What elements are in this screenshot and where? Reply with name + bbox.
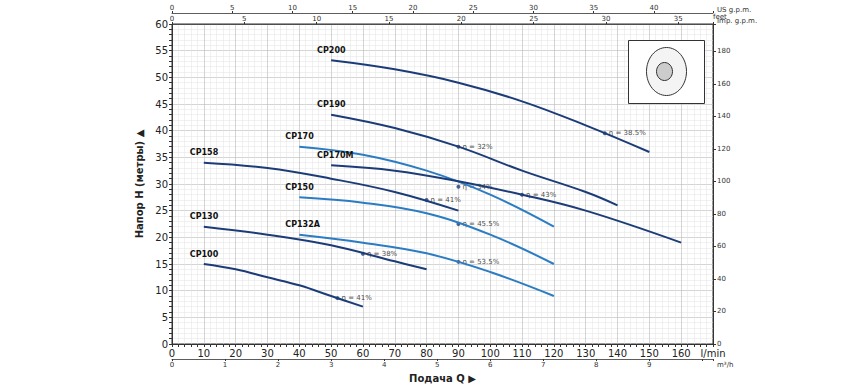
svg-text:η = 38.5%: η = 38.5% [608, 129, 646, 138]
svg-text:30: 30 [261, 348, 274, 359]
svg-text:η = 34%: η = 34% [462, 182, 493, 191]
svg-text:30: 30 [601, 15, 610, 23]
svg-text:40: 40 [293, 348, 306, 359]
svg-text:20: 20 [717, 307, 726, 315]
svg-text:m³/h: m³/h [717, 361, 733, 369]
svg-text:60: 60 [357, 348, 370, 359]
svg-text:25: 25 [469, 4, 478, 12]
svg-text:η = 41%: η = 41% [430, 196, 461, 204]
svg-text:100: 100 [717, 177, 730, 185]
svg-text:0: 0 [169, 348, 175, 359]
svg-text:15: 15 [385, 15, 394, 23]
svg-text:50: 50 [325, 348, 338, 359]
svg-text:CP132A: CP132A [285, 220, 320, 229]
svg-text:6: 6 [488, 361, 493, 369]
svg-text:100: 100 [481, 348, 500, 359]
svg-text:Напор H (метры) ▲: Напор H (метры) ▲ [134, 129, 145, 238]
svg-text:130: 130 [576, 348, 595, 359]
svg-text:55: 55 [155, 45, 168, 56]
svg-text:5: 5 [435, 361, 439, 369]
svg-text:40: 40 [717, 275, 726, 283]
svg-text:30: 30 [529, 4, 538, 12]
svg-text:20: 20 [229, 348, 242, 359]
svg-text:4: 4 [382, 361, 387, 369]
svg-text:US g.p.m.: US g.p.m. [717, 6, 751, 14]
svg-text:0: 0 [170, 361, 174, 369]
svg-text:50: 50 [155, 72, 168, 83]
svg-text:9: 9 [647, 361, 651, 369]
svg-text:η = 43%: η = 43% [526, 190, 557, 199]
svg-text:l/min: l/min [700, 348, 725, 359]
svg-text:45: 45 [155, 99, 168, 110]
svg-text:7: 7 [541, 361, 545, 369]
svg-text:140: 140 [717, 112, 730, 120]
svg-text:35: 35 [674, 15, 683, 23]
svg-text:160: 160 [672, 348, 691, 359]
svg-text:8: 8 [594, 361, 598, 369]
svg-text:140: 140 [608, 348, 627, 359]
svg-text:15: 15 [348, 4, 357, 12]
svg-text:5: 5 [242, 15, 246, 23]
svg-text:CP130: CP130 [190, 212, 219, 221]
svg-text:η = 45.5%: η = 45.5% [462, 220, 500, 228]
svg-text:10: 10 [197, 348, 210, 359]
svg-text:15: 15 [155, 259, 168, 270]
svg-text:η = 41%: η = 41% [341, 294, 372, 303]
svg-text:0: 0 [162, 339, 168, 350]
svg-text:80: 80 [420, 348, 433, 359]
svg-text:70: 70 [388, 348, 401, 359]
svg-text:3: 3 [329, 361, 333, 369]
svg-text:0: 0 [170, 15, 174, 23]
svg-text:CP170M: CP170M [317, 151, 353, 160]
svg-text:CP190: CP190 [317, 100, 346, 109]
svg-text:40: 40 [155, 125, 168, 136]
svg-text:0: 0 [170, 4, 174, 12]
svg-text:CP158: CP158 [190, 148, 219, 157]
svg-text:25: 25 [529, 15, 538, 23]
svg-text:160: 160 [717, 80, 730, 88]
svg-text:20: 20 [457, 15, 466, 23]
svg-text:20: 20 [155, 232, 168, 243]
svg-text:150: 150 [640, 348, 659, 359]
svg-text:110: 110 [513, 348, 532, 359]
svg-text:η = 53.5%: η = 53.5% [462, 257, 500, 266]
svg-text:35: 35 [589, 4, 598, 12]
svg-text:5: 5 [230, 4, 234, 12]
svg-text:η = 38%: η = 38% [367, 250, 398, 258]
svg-text:120: 120 [717, 145, 730, 153]
svg-text:2: 2 [276, 361, 280, 369]
svg-text:5: 5 [162, 312, 168, 323]
svg-text:CP200: CP200 [317, 46, 346, 55]
svg-text:120: 120 [544, 348, 563, 359]
svg-text:20: 20 [409, 4, 418, 12]
svg-text:1: 1 [223, 361, 227, 369]
svg-text:CP150: CP150 [285, 183, 314, 192]
svg-text:CP170: CP170 [285, 132, 314, 141]
svg-text:90: 90 [452, 348, 465, 359]
svg-text:60: 60 [155, 19, 168, 30]
svg-text:10: 10 [288, 4, 297, 12]
svg-text:30: 30 [155, 179, 168, 190]
svg-text:180: 180 [717, 47, 730, 55]
svg-text:60: 60 [717, 242, 726, 250]
svg-text:0: 0 [717, 340, 722, 348]
svg-text:CP100: CP100 [190, 250, 219, 259]
svg-text:25: 25 [155, 205, 168, 216]
svg-text:Imp. g.p.m.: Imp. g.p.m. [717, 17, 757, 25]
svg-text:35: 35 [155, 152, 168, 163]
svg-text:η = 32%: η = 32% [462, 142, 493, 151]
svg-text:Подача Q ▶: Подача Q ▶ [409, 373, 476, 384]
svg-text:80: 80 [717, 210, 726, 218]
svg-text:10: 10 [312, 15, 321, 23]
svg-text:10: 10 [155, 285, 168, 296]
svg-text:40: 40 [649, 4, 658, 12]
